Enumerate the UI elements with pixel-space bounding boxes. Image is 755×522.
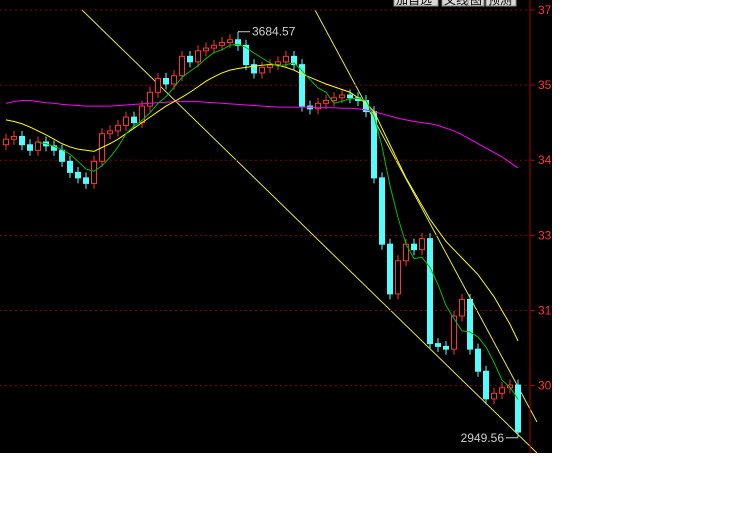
candle-body [211, 44, 217, 49]
candle-body [283, 55, 289, 63]
candle-body [515, 384, 521, 433]
y-tick-label: 33 [538, 228, 552, 242]
candle-body [411, 243, 417, 251]
menu-label: 图 [470, 0, 482, 7]
y-tick-label: 35 [538, 78, 552, 92]
candle-body [11, 135, 17, 140]
candle-body [395, 260, 401, 295]
candle-body [51, 145, 57, 151]
menu-button [467, 0, 485, 7]
candle-body [163, 77, 169, 85]
candle-body [451, 315, 457, 350]
candle-body [203, 47, 209, 52]
candle-body [483, 370, 489, 400]
candle-body [443, 345, 449, 350]
candle-body [459, 298, 465, 317]
candle-body [243, 44, 249, 66]
moving-average-line [5, 64, 519, 342]
candle-body [299, 64, 305, 107]
trend-line [314, 9, 538, 423]
menu-label: 叉线 [444, 0, 468, 7]
annotation-label: 3684.57 [252, 25, 296, 39]
candle-body [59, 149, 65, 162]
candle-body [419, 238, 425, 251]
candle-body [155, 77, 161, 93]
candle-body [491, 392, 497, 400]
y-tick-label: 31 [538, 303, 552, 317]
candle-body [339, 94, 345, 99]
candle-body [67, 160, 73, 173]
menu-label: 预测 [488, 0, 512, 7]
candle-body [123, 116, 129, 126]
candle-body [83, 177, 89, 184]
candle-body [75, 171, 81, 179]
candle-body [259, 66, 265, 74]
candle-body [147, 91, 153, 107]
candle-body [387, 243, 393, 295]
candle-body [171, 75, 177, 85]
candle-body [427, 238, 433, 345]
y-tick-label: 34 [538, 153, 552, 167]
candle-body [291, 55, 297, 66]
candle-body [195, 50, 201, 63]
plot-background [0, 0, 552, 453]
candle-body [475, 348, 481, 372]
candle-body [91, 160, 97, 184]
y-tick-label: 37 [538, 3, 552, 17]
candle-body [27, 144, 33, 151]
candle-body [467, 298, 473, 350]
moving-average-line [37, 43, 519, 400]
menu-button [441, 0, 473, 7]
candle-body [227, 39, 233, 44]
candle-body [35, 141, 41, 151]
candle-body [435, 343, 441, 347]
candle-body [275, 61, 281, 66]
candle-body [187, 55, 193, 63]
candle-body [379, 177, 385, 245]
candle-body [251, 64, 257, 74]
menu-button [485, 0, 517, 7]
menu-button [393, 0, 439, 7]
candle-body [347, 94, 353, 99]
candle-body [179, 55, 185, 77]
menu-label: 加自选 [396, 0, 432, 7]
moving-average-line [5, 100, 519, 169]
candle-body [19, 135, 25, 146]
candle-body [315, 102, 321, 110]
candle-body [131, 116, 137, 124]
candle-body [107, 130, 113, 135]
candle-body [323, 100, 329, 104]
candle-body [499, 387, 505, 394]
y-tick-label: 30 [538, 379, 552, 393]
candle-body [3, 138, 9, 146]
candle-body [235, 39, 241, 46]
annotation-label: 2949.56 [461, 431, 505, 445]
candle-body [219, 42, 225, 46]
candle-body [115, 124, 121, 132]
